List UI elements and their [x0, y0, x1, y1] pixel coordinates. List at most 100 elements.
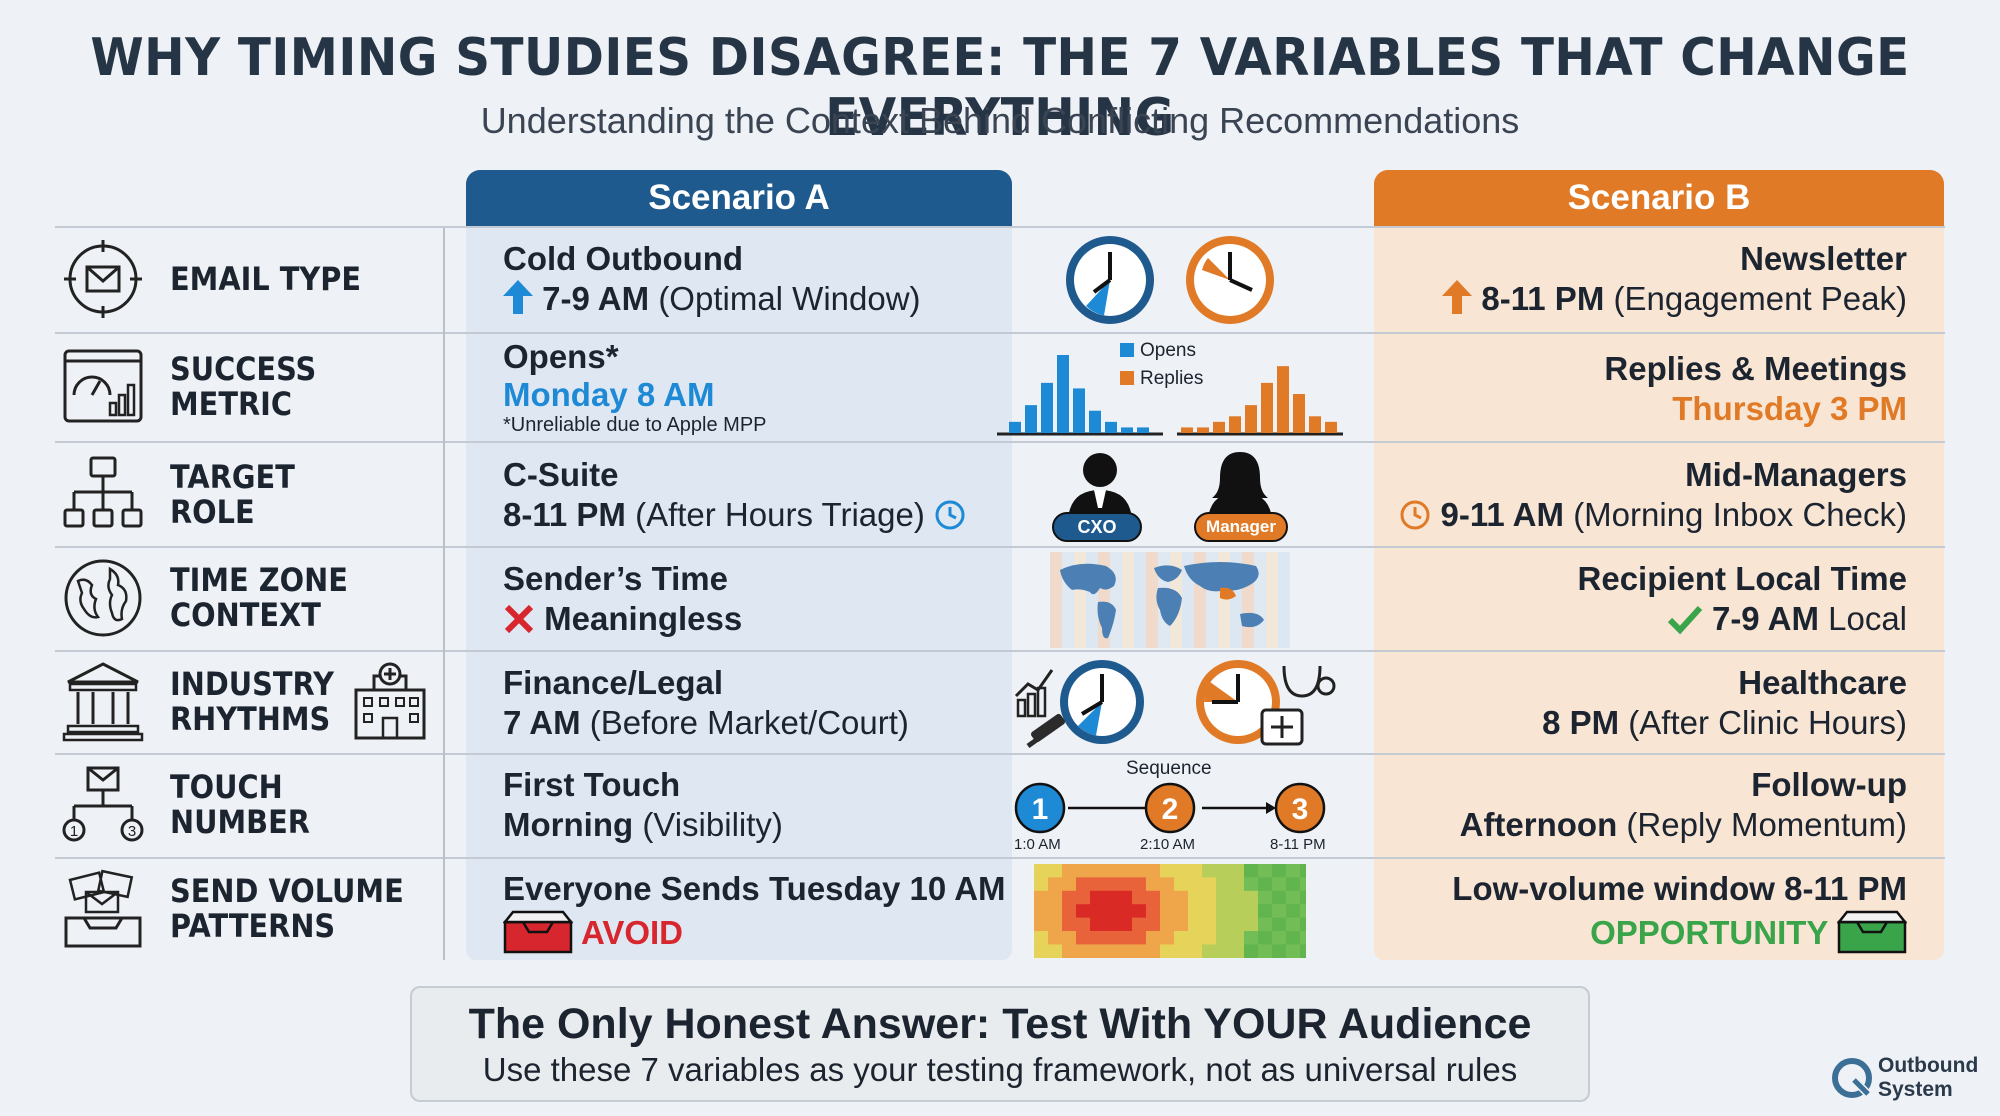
- scenario-b-target-role-title: Mid-Managers: [1685, 456, 1907, 493]
- heatmap-cell: [1118, 890, 1133, 905]
- heatmap-cell: [1048, 877, 1063, 892]
- brand-name-line2: System: [1878, 1078, 1953, 1101]
- healthcare-clock-icon: [1196, 660, 1336, 746]
- heatmap-cell: [1216, 877, 1231, 892]
- heatmap-cell: [1272, 890, 1287, 905]
- green-inbox-icon: [1836, 910, 1908, 954]
- replies-bar: [1213, 421, 1225, 433]
- finance-clock-icon: [1014, 660, 1144, 749]
- row-label-touch-number: TOUCH NUMBER: [170, 768, 310, 841]
- heatmap-cell: [1118, 877, 1133, 892]
- org-chart-icon: [63, 456, 143, 528]
- heatmap-cell: [1272, 864, 1287, 878]
- brand-name-line1: Outbound: [1878, 1054, 1979, 1077]
- heatmap-cell: [1062, 917, 1077, 932]
- scenario-a-industry-title: Finance/Legal: [503, 664, 724, 701]
- legend-swatch-replies: [1120, 371, 1134, 385]
- heatmap-cell: [1104, 877, 1119, 892]
- replies-bar: [1309, 416, 1321, 433]
- sequence-diagram: 1 2 3: [1014, 782, 1326, 834]
- heatmap-cell: [1272, 904, 1287, 919]
- heatmap-cell: [1216, 890, 1231, 905]
- opens-bar: [1009, 421, 1021, 433]
- heatmap-cell: [1202, 904, 1217, 919]
- heatmap-cell: [1118, 904, 1133, 919]
- heatmap-cell: [1104, 944, 1119, 958]
- hospital-icon: [354, 662, 426, 740]
- heatmap-cell: [1048, 917, 1063, 932]
- heatmap-cell: [1286, 864, 1301, 878]
- heatmap-cell: [1062, 904, 1077, 919]
- heatmap-cell: [1174, 931, 1189, 945]
- scenario-b-header: Scenario B: [1374, 170, 1944, 226]
- heatmap-cell: [1244, 864, 1259, 878]
- footer-callout: The Only Honest Answer: Test With YOUR A…: [410, 986, 1590, 1102]
- heatmap-cell: [1202, 877, 1217, 892]
- sequence-step-1-number: 1: [1032, 793, 1049, 826]
- heatmap-cell: [1132, 931, 1147, 945]
- heatmap-cell: [1132, 890, 1147, 905]
- heatmap-cell: [1160, 944, 1175, 958]
- heatmap-cell: [1104, 917, 1119, 932]
- heatmap-cell: [1062, 890, 1077, 905]
- scenario-b-industry-title: Healthcare: [1738, 664, 1907, 701]
- heatmap-cell: [1048, 904, 1063, 919]
- opens-bar: [1105, 421, 1117, 433]
- sequence-step-3-time: 8-11 PM: [1270, 836, 1326, 853]
- row-divider: [55, 226, 1945, 228]
- heatmap-cell: [1034, 917, 1049, 932]
- legend-swatch-opens: [1120, 343, 1134, 357]
- sequence-tree-icon: 1 3: [62, 766, 144, 842]
- heatmap-cell: [1230, 890, 1245, 905]
- heatmap-cell: [1062, 944, 1077, 958]
- opens-bar: [1073, 388, 1085, 433]
- heatmap-cell: [1230, 944, 1245, 958]
- heatmap-cell: [1300, 944, 1306, 958]
- heatmap-cell: [1090, 864, 1105, 878]
- sequence-step-2-time: 2:10 AM: [1140, 836, 1196, 853]
- heatmap-cell: [1118, 931, 1133, 945]
- row-label-send-volume-patterns: SEND VOLUME PATTERNS: [170, 872, 404, 945]
- scenario-b-target-role-detail: 9-11 AM (Morning Inbox Check): [1399, 496, 1907, 534]
- heatmap-cell: [1048, 890, 1063, 905]
- scenario-a-header: Scenario A: [466, 170, 1012, 226]
- heatmap-cell: [1146, 917, 1161, 932]
- heatmap-cell: [1034, 904, 1049, 919]
- column-divider: [443, 228, 445, 960]
- arrow-up-icon: [503, 280, 533, 314]
- opens-bar: [1025, 405, 1037, 433]
- row-divider: [55, 546, 1945, 548]
- heatmap-cell: [1062, 864, 1077, 878]
- manager-badge: Manager: [1194, 512, 1288, 542]
- heatmap-cell: [1048, 931, 1063, 945]
- scenario-b-time-zone-detail: 7-9 AM Local: [1667, 600, 1907, 638]
- heatmap-cell: [1062, 931, 1077, 945]
- footer-title: The Only Honest Answer: Test With YOUR A…: [468, 1000, 1532, 1048]
- heatmap-cell: [1230, 864, 1245, 878]
- page-subtitle: Understanding the Context Behind Conflic…: [480, 100, 1520, 141]
- heatmap-cell: [1174, 877, 1189, 892]
- heatmap-cell: [1258, 877, 1273, 892]
- heatmap-cell: [1034, 864, 1049, 878]
- heatmap-cell: [1258, 944, 1273, 958]
- scenario-a-email-type-title: Cold Outbound: [503, 240, 744, 277]
- heatmap-cell: [1188, 877, 1203, 892]
- heatmap-cell: [1146, 890, 1161, 905]
- heatmap-cell: [1132, 917, 1147, 932]
- heatmap-cell: [1034, 931, 1049, 945]
- replies-bar: [1261, 382, 1273, 433]
- scenario-a-industry-detail: 7 AM (Before Market/Court): [503, 704, 909, 741]
- brand-logo: Outbound System: [1830, 1052, 1990, 1106]
- heatmap-cell: [1188, 864, 1203, 878]
- scenario-a-email-type-detail: 7-9 AM (Optimal Window): [503, 280, 921, 318]
- row-label-email-type: EMAIL TYPE: [170, 260, 361, 298]
- row-label-target-role: TARGET ROLE: [170, 458, 295, 531]
- heatmap-cell: [1174, 890, 1189, 905]
- heatmap-cell: [1258, 864, 1273, 878]
- heatmap-cell: [1132, 877, 1147, 892]
- scenario-b-email-type-detail: 8-11 PM (Engagement Peak): [1442, 280, 1907, 318]
- heatmap-cell: [1188, 917, 1203, 932]
- scenario-a-success-metric-title: Opens*: [503, 338, 619, 375]
- heatmap-cell: [1286, 917, 1301, 932]
- row-label-success-metric: SUCCESS METRIC: [170, 350, 317, 423]
